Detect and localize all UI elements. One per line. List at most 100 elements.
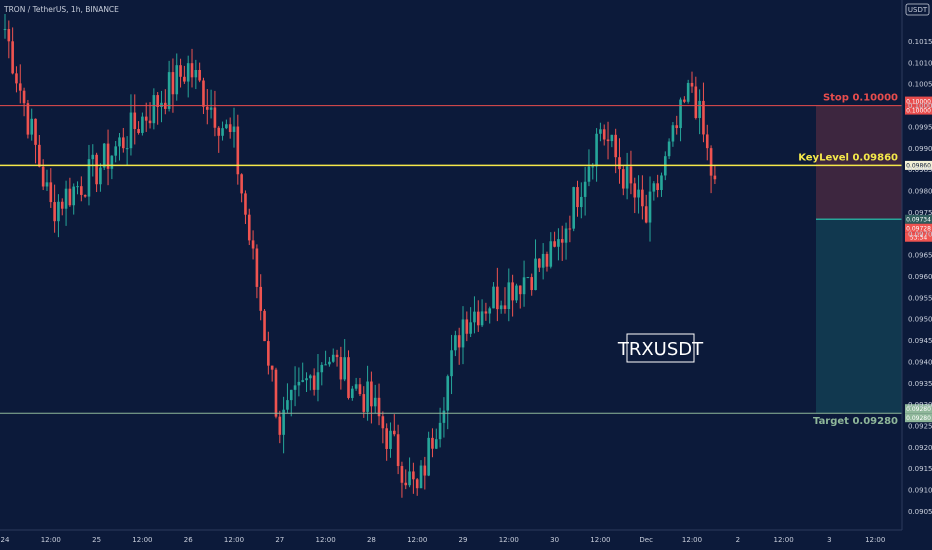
candle-body (106, 143, 110, 169)
candle-body (324, 364, 327, 366)
candle-body (228, 124, 232, 132)
x-tick-label: 25 (92, 536, 101, 544)
candle-body (713, 175, 717, 180)
x-tick-label: 12:00 (682, 536, 702, 544)
candle-body (648, 191, 652, 223)
candle-body (45, 182, 49, 187)
candle-body (450, 350, 453, 377)
symbol-watermark-box (626, 333, 695, 363)
candle-body (370, 381, 373, 407)
candle-body (698, 100, 701, 118)
candle-body (49, 182, 53, 203)
x-tick-label: 12:00 (224, 536, 244, 544)
candle-body (129, 112, 133, 149)
candle-body (160, 102, 163, 108)
candle-body (34, 118, 37, 145)
y-tick-label: 0.10000 (908, 102, 932, 110)
candle-body (183, 76, 186, 82)
candle-body (396, 434, 400, 467)
candle-body (240, 174, 243, 194)
candle-body (568, 228, 572, 230)
candle-body (125, 148, 129, 150)
candle-body (251, 240, 255, 249)
x-tick-label: 12:00 (407, 536, 427, 544)
candle-body (572, 187, 575, 229)
candle-body (446, 376, 450, 411)
candle-body (133, 112, 137, 130)
candle-body (404, 482, 408, 486)
x-tick-label: 12:00 (132, 536, 152, 544)
candle-body (194, 69, 198, 78)
candle-body (83, 194, 87, 197)
candle-body (412, 471, 415, 480)
candle-body (541, 253, 545, 268)
candle-body (373, 397, 377, 407)
candle-body (301, 380, 305, 382)
candle-body (156, 95, 159, 108)
price-tag-stop (905, 96, 932, 106)
candle-body (312, 375, 316, 390)
candle-body (110, 155, 114, 169)
last-price-tag-text: 0.09734 (906, 216, 931, 223)
candle-body (583, 181, 587, 197)
candle-body (267, 341, 270, 366)
candle-body (686, 82, 690, 102)
candle-body (709, 148, 713, 176)
x-tick-label: 27 (275, 536, 284, 544)
candle-body (362, 394, 366, 412)
last-price-tag-text: 0.09728 (906, 225, 931, 232)
price-tag-target (905, 413, 932, 423)
candle-body (171, 72, 175, 95)
candle-body (476, 311, 480, 326)
candle-body (621, 169, 625, 189)
x-tick-label: 26 (184, 536, 193, 544)
candle-body (602, 129, 606, 140)
candle-body (202, 80, 205, 107)
candle-body (232, 126, 236, 132)
candle-body (335, 354, 339, 358)
candle-body (576, 187, 579, 208)
candle-body (18, 83, 22, 91)
candle-body (293, 385, 297, 390)
candle-body (606, 139, 610, 142)
candle-body (99, 167, 102, 185)
candle-body (671, 125, 675, 142)
candle-body (15, 73, 18, 84)
candle-body (354, 384, 358, 389)
chart-title: TRON / TetherUS, 1h, BINANCE (3, 5, 119, 14)
candle-body (675, 125, 679, 129)
candle-body (331, 354, 335, 362)
candle-body (57, 201, 60, 222)
candle-body (400, 466, 404, 483)
x-tick-label: 12:00 (774, 536, 794, 544)
candle-body (385, 428, 388, 449)
candle-body (545, 253, 549, 267)
candle-body (457, 335, 461, 348)
currency-button[interactable] (905, 3, 930, 16)
x-tick-label: 24 (1, 536, 10, 544)
candle-body (465, 319, 469, 334)
candle-body (144, 116, 148, 121)
candle-body (339, 357, 343, 380)
candle-body (198, 69, 201, 81)
candle-body (473, 311, 476, 323)
candle-body (274, 369, 278, 417)
reward-zone (816, 219, 902, 414)
last-price-tag (905, 214, 932, 224)
symbol-watermark: TRXUSDT (617, 339, 704, 360)
candle-body (167, 72, 171, 109)
candle-body (660, 175, 663, 190)
candle-body (526, 277, 530, 279)
